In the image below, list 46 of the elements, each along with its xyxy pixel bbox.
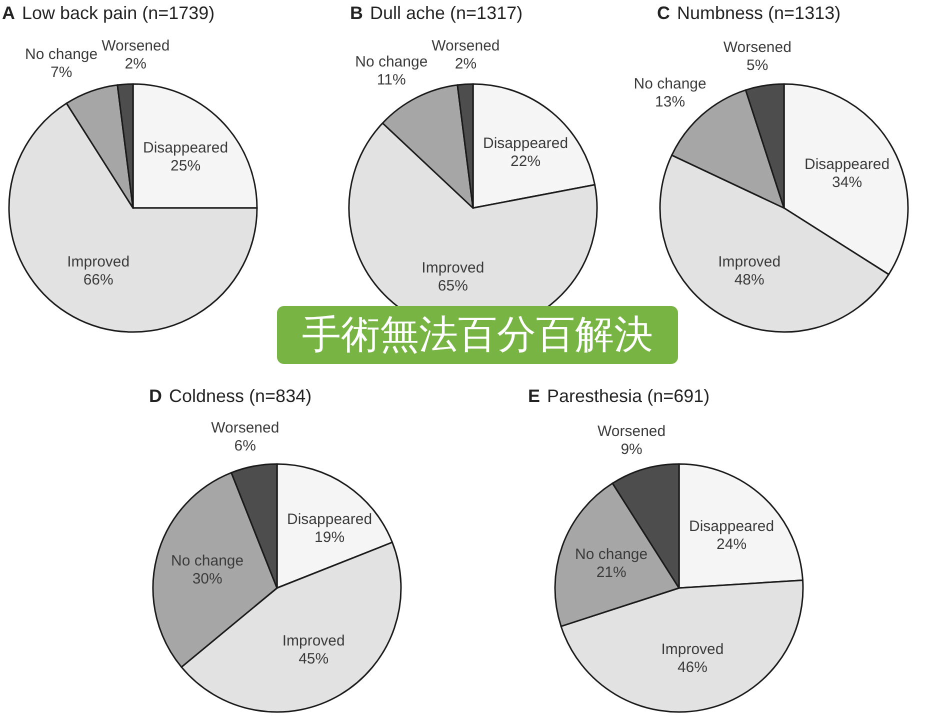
data-label: 34% [832, 174, 862, 191]
slice-label: Improved [282, 632, 345, 650]
slice-label: Disappeared [689, 518, 774, 536]
data-label: 25% [170, 158, 201, 175]
chart-title: C Numbness (n=1313) [657, 3, 841, 23]
data-label: 46% [677, 659, 708, 676]
slice-label: Worsened [211, 420, 280, 437]
slice-label: No change [355, 54, 428, 71]
data-label: 21% [596, 564, 626, 582]
chart-title: D Coldness (n=834) [149, 386, 312, 406]
data-label: 22% [510, 153, 541, 170]
data-label: 13% [655, 93, 686, 110]
data-label: 6% [234, 438, 256, 455]
slice-label: No change [25, 46, 98, 64]
text: 手術無法百分百解決 [302, 312, 653, 358]
data-label: 65% [438, 278, 468, 295]
slice-label: No change [171, 552, 244, 570]
chart-title: B Dull ache (n=1317) [350, 3, 523, 23]
slice-label: Improved [67, 254, 130, 271]
chart-title: A Low back pain (n=1739) [2, 3, 215, 23]
slice-label: Worsened [723, 38, 792, 56]
slice-label: Improved [422, 260, 484, 277]
chart-title: E Paresthesia (n=691) [528, 386, 710, 406]
data-label: 5% [746, 56, 768, 74]
data-label: 30% [192, 570, 222, 588]
data-label: 45% [298, 650, 329, 668]
slice-label: Disappeared [804, 156, 890, 173]
slice-label: Worsened [432, 37, 500, 54]
data-label: 19% [314, 529, 345, 546]
slice-label: Worsened [102, 37, 170, 54]
slice-label: No change [575, 546, 648, 564]
slice-label: Disappeared [143, 140, 228, 157]
data-label: 7% [50, 64, 72, 82]
data-label: 48% [734, 272, 764, 289]
data-label: 9% [620, 441, 642, 458]
data-label: 24% [716, 536, 747, 554]
data-label: 11% [376, 72, 406, 89]
data-label: 66% [83, 272, 114, 289]
slice-label: No change [634, 75, 706, 92]
slice-label: Disappeared [483, 135, 568, 152]
slice-label: Worsened [598, 423, 666, 440]
slice-label: Improved [661, 641, 724, 658]
data-label: 2% [124, 55, 146, 72]
slice-label: Improved [718, 254, 781, 271]
slice-label: Disappeared [287, 511, 372, 528]
data-label: 2% [454, 55, 477, 72]
